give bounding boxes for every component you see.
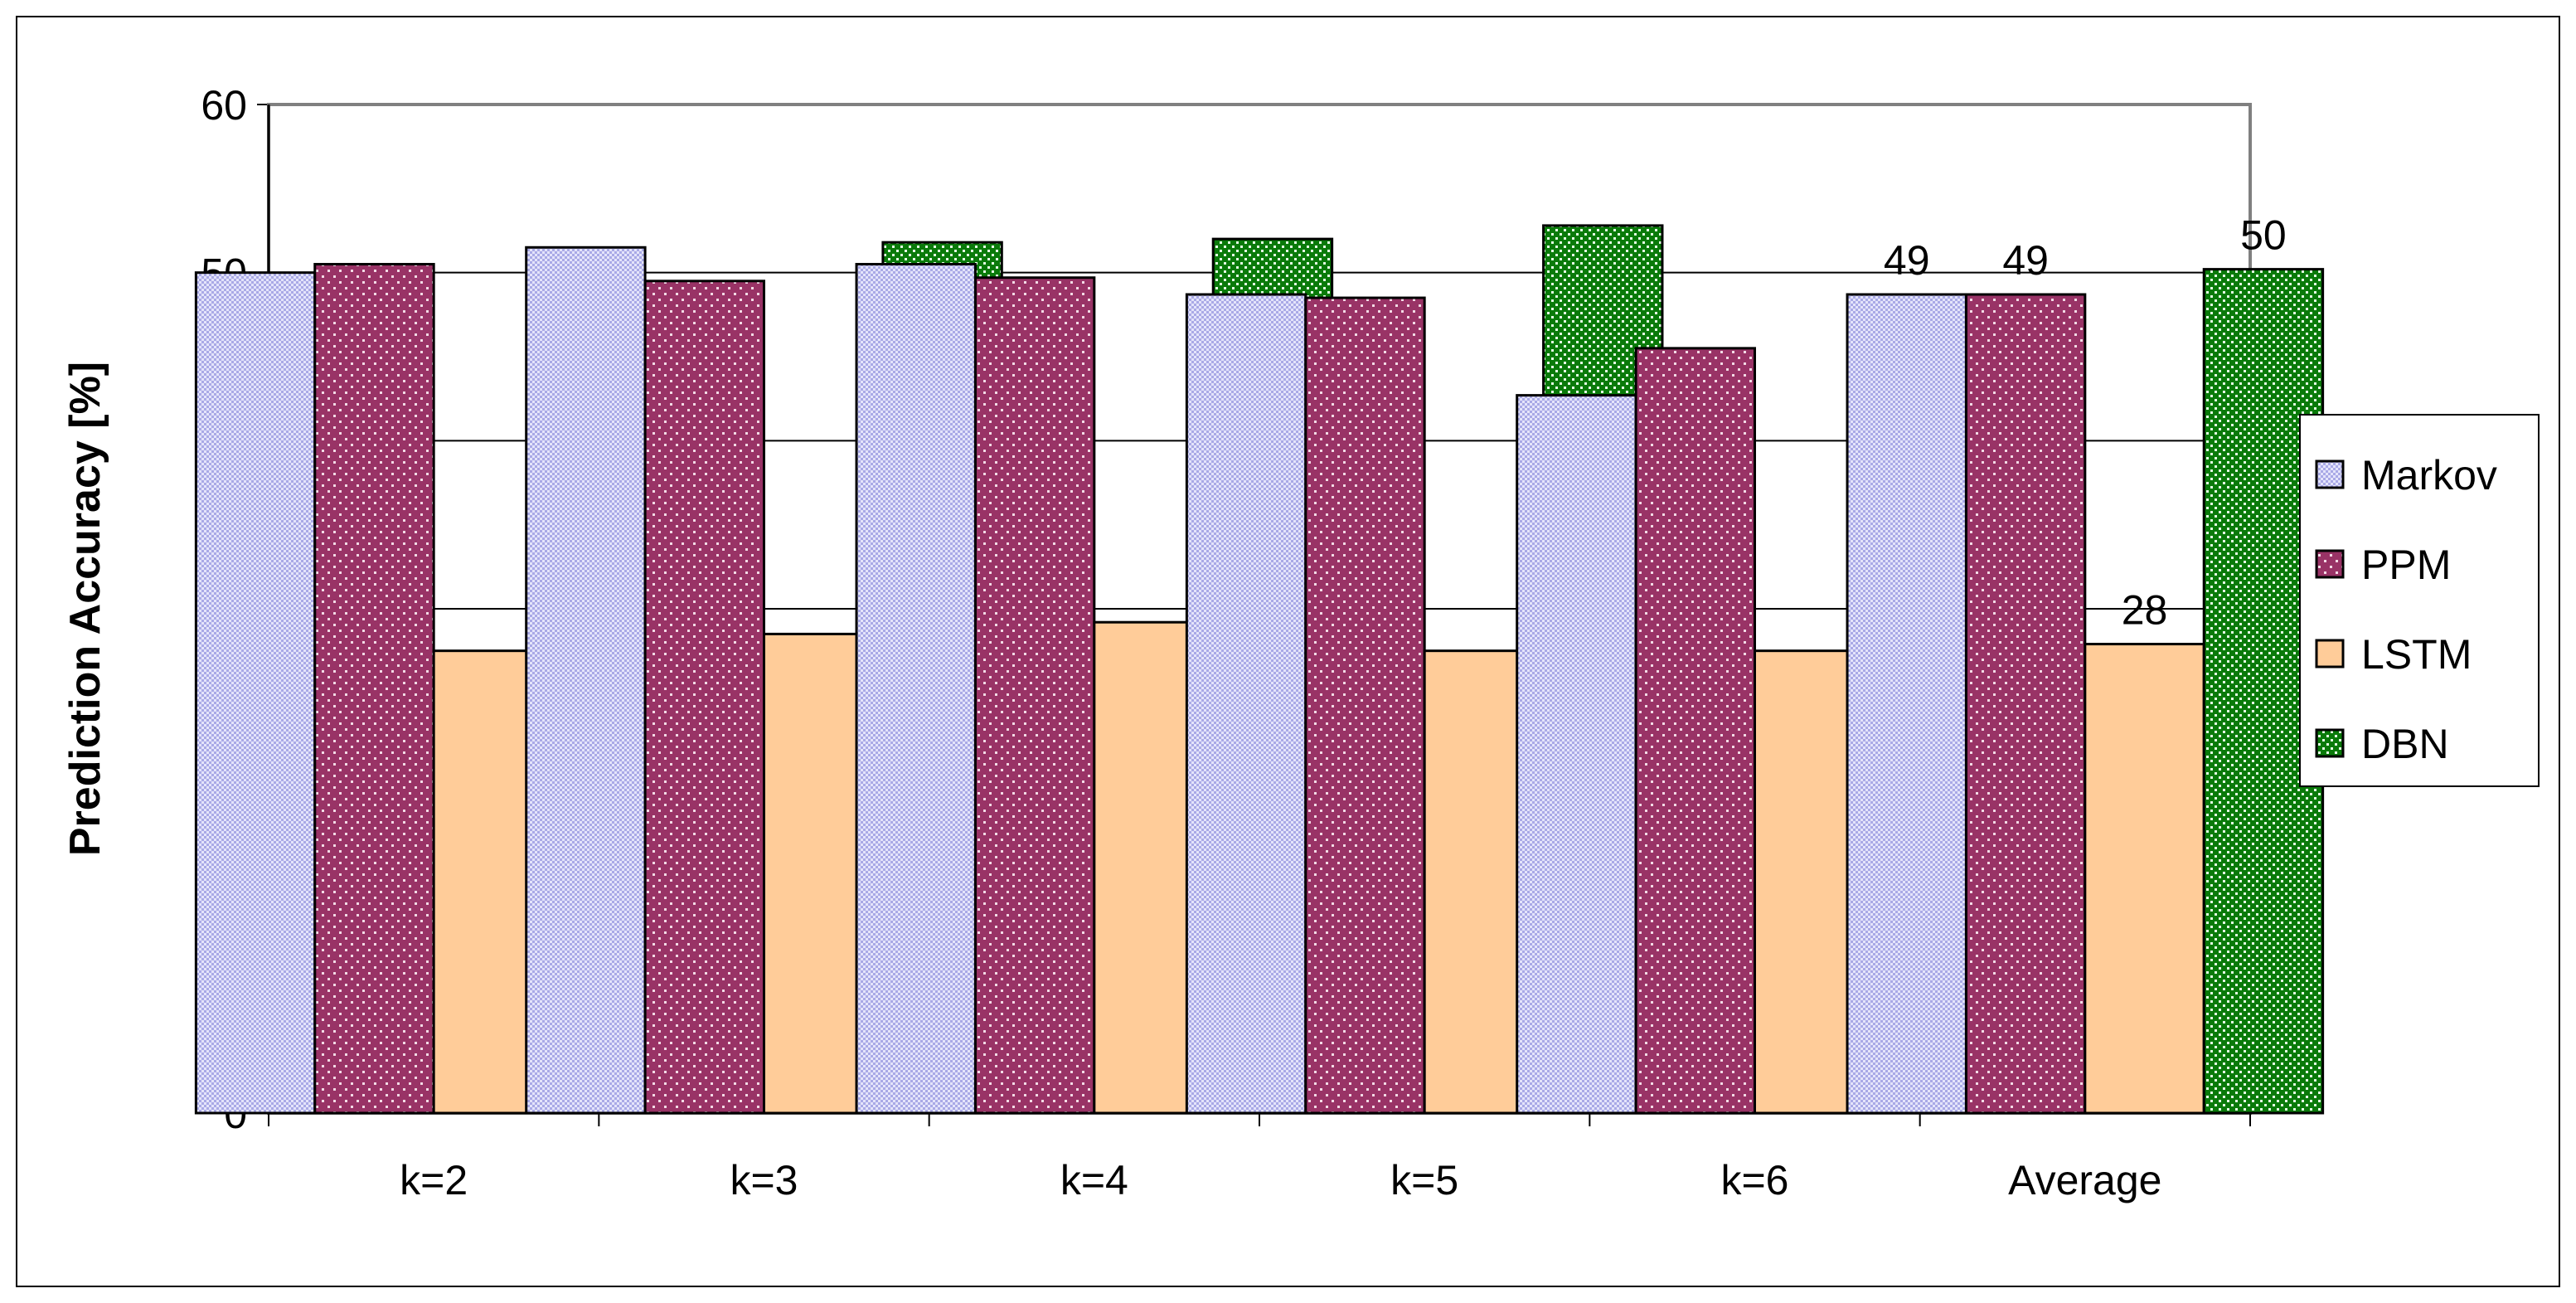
- x-tick-label: k=6: [1720, 1157, 1788, 1203]
- bar-markov-k3: [525, 246, 647, 1115]
- legend-swatch-dbn: [2315, 728, 2345, 758]
- x-tick-label: Average: [2008, 1157, 2161, 1203]
- data-label: 49: [1884, 237, 1930, 284]
- data-label: 28: [2122, 587, 2168, 634]
- data-label: 49: [2002, 237, 2049, 284]
- bar-markov-k4: [855, 263, 977, 1115]
- legend-label-lstm: LSTM: [2361, 631, 2472, 678]
- data-label: 50: [2240, 212, 2287, 259]
- bar-ppm-k4: [973, 276, 1096, 1115]
- legend-label-ppm: PPM: [2361, 542, 2451, 588]
- bar-markov-k2: [194, 271, 317, 1115]
- bar-markov-k5: [1185, 293, 1307, 1115]
- legend-swatch-markov: [2315, 459, 2345, 489]
- legend-swatch-ppm: [2315, 549, 2345, 579]
- bar-lstm-average: [2084, 643, 2205, 1115]
- legend-label-dbn: DBN: [2361, 721, 2449, 767]
- x-tick-label: k=3: [730, 1157, 798, 1203]
- bar-markov-k6: [1516, 394, 1637, 1115]
- y-axis-label: Prediction Accuracy [%]: [61, 362, 109, 856]
- x-tick-label: k=4: [1060, 1157, 1128, 1203]
- bar-ppm-k2: [313, 263, 435, 1115]
- x-tick-label: k=5: [1390, 1157, 1458, 1203]
- legend-swatch-lstm: [2315, 639, 2345, 669]
- bar-ppm-k6: [1634, 347, 1756, 1115]
- x-tick-label: k=2: [400, 1157, 468, 1203]
- bar-ppm-k5: [1304, 296, 1426, 1115]
- y-tick-label: 60: [201, 82, 247, 129]
- bar-ppm-k3: [643, 280, 765, 1115]
- bar-ppm-average: [1964, 293, 2087, 1115]
- legend-label-markov: Markov: [2361, 452, 2497, 498]
- bar-markov-average: [1846, 293, 1967, 1115]
